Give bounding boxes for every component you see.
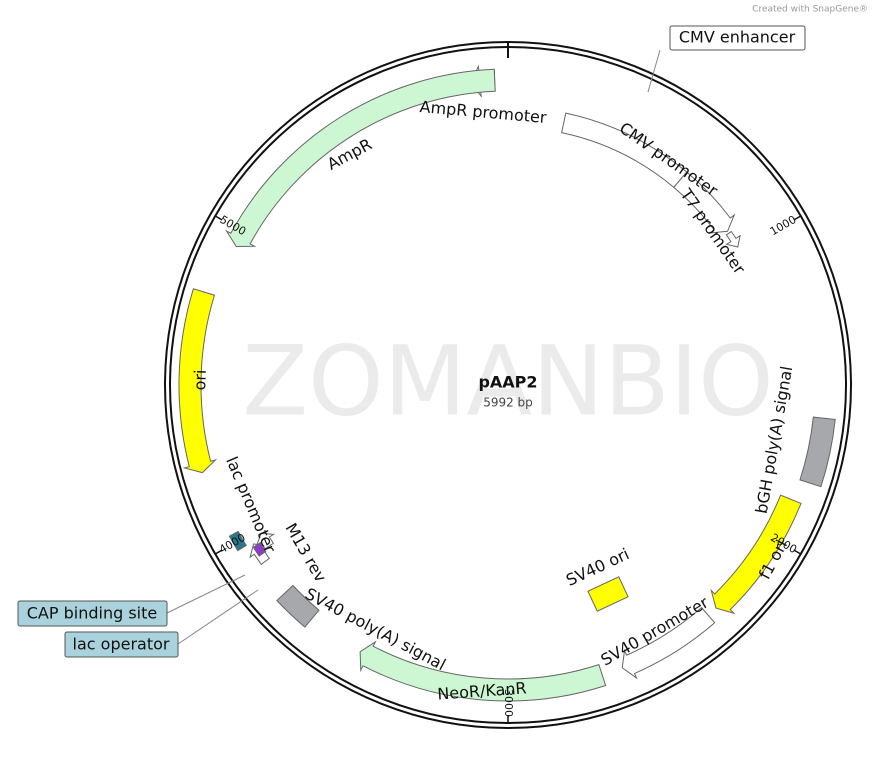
feature [621, 606, 716, 680]
feature [228, 530, 247, 552]
scale-tick [793, 215, 802, 221]
feature-label: CMV promoter [616, 118, 722, 200]
plasmid-size: 5992 bp [483, 396, 533, 410]
scale-label: 1000 [768, 213, 799, 238]
feature [255, 532, 276, 550]
credit[interactable]: Created with SnapGene® [752, 5, 868, 15]
label-box [669, 25, 806, 51]
leader [177, 589, 259, 645]
scale-tick [793, 549, 802, 555]
feature-label: AmpR promoter [419, 97, 548, 127]
feature-label: M13 rev [281, 520, 330, 586]
feature-label: lac operator [73, 635, 170, 654]
feature [799, 416, 836, 488]
feature [673, 171, 736, 234]
feature [587, 576, 629, 612]
leader [166, 574, 246, 614]
feature [276, 584, 320, 628]
feature [710, 494, 802, 615]
feature [178, 288, 218, 474]
feature-label: CMV enhancer [679, 28, 796, 47]
feature [725, 230, 741, 248]
feature [252, 542, 267, 557]
feature-label: ori [190, 369, 210, 390]
features [178, 64, 836, 702]
scale-tick [214, 215, 223, 221]
feature [359, 640, 607, 702]
scale-label: 3000 [502, 689, 515, 717]
feature-label: CAP binding site [27, 604, 157, 623]
label-box [64, 631, 179, 658]
plasmid-name: pAAP2 [478, 373, 537, 392]
leader [647, 49, 661, 93]
label-box [17, 600, 168, 627]
feature [224, 68, 496, 248]
scale-tick [214, 549, 223, 555]
watermark: ZOMANBIO [242, 325, 773, 437]
